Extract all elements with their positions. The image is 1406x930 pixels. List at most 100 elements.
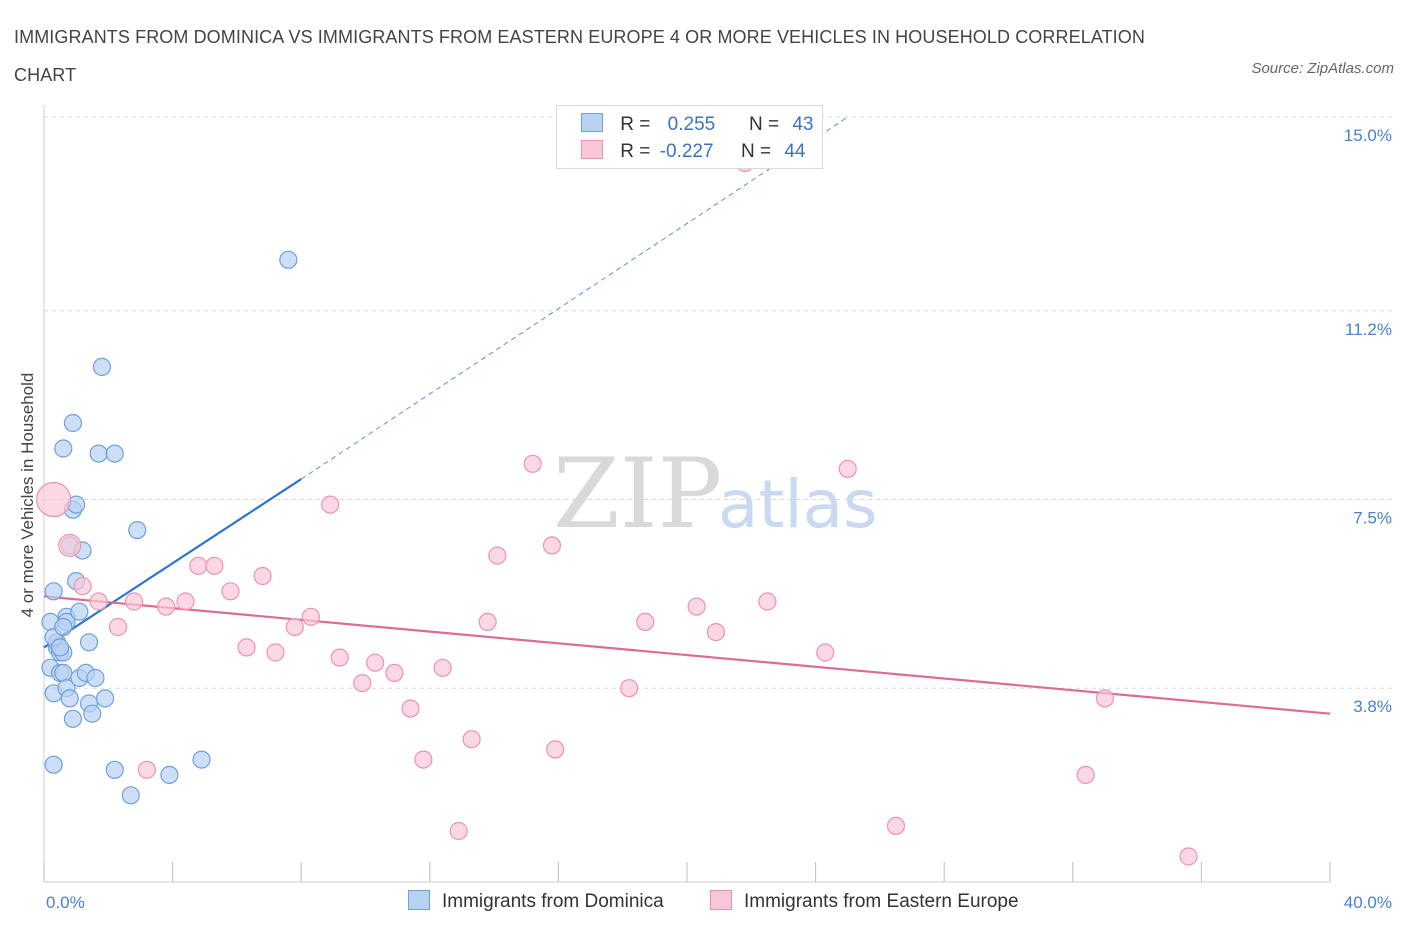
watermark: ZIP atlas [553,438,878,550]
point-eastern-europe [433,658,452,677]
legend-n-label: N = [748,114,780,135]
bottom-legend-dominica: Immigrants from Dominica [408,890,664,913]
point-eastern-europe [462,730,481,749]
y-tick-label: 15.0% [1344,126,1392,145]
chart-title: IMMIGRANTS FROM DOMINICA VS IMMIGRANTS F… [14,27,1145,85]
point-dominica [44,755,63,774]
legend-r-value: 0.255 [667,114,716,135]
point-dominica [89,444,108,463]
point-eastern-europe [706,622,726,642]
point-eastern-europe [449,821,468,841]
watermark-atlas: atlas [718,466,878,543]
point-eastern-europe [189,556,208,575]
point-dominica [60,689,79,708]
y-tick-labels: 3.8% 7.5% 11.2% 15.0% [1344,126,1392,716]
trend-lines [43,116,1331,715]
bottom-legend-eastern-europe: Immigrants from Eastern Europe [710,890,1019,913]
point-eastern-europe [478,612,497,632]
point-dominica [79,633,99,652]
point-eastern-europe [266,643,285,662]
point-eastern-europe [636,612,655,632]
legend-swatch-pink [581,140,603,159]
point-eastern-europe [36,481,72,518]
bottom-legend-swatch-blue [408,890,430,910]
point-eastern-europe [176,592,195,611]
trend-line-eastern-europe [43,595,1331,715]
bottom-legend-label: Immigrants from Eastern Europe [744,891,1019,912]
point-eastern-europe [73,577,92,596]
point-eastern-europe [838,459,857,478]
point-eastern-europe [488,546,507,565]
point-dominica [160,765,179,785]
legend-r-value: -0.227 [659,141,714,162]
point-dominica [192,750,211,769]
point-eastern-europe [1179,847,1198,866]
legend-n-label: N = [740,141,772,162]
point-eastern-europe [89,592,108,611]
point-eastern-europe [1076,765,1095,785]
point-eastern-europe [285,617,304,637]
point-dominica [44,582,63,601]
point-eastern-europe [321,495,340,514]
legend-r-label: R = [620,141,651,162]
point-eastern-europe [414,750,433,769]
bottom-legend-swatch-pink [710,890,732,910]
point-eastern-europe [237,638,256,657]
point-eastern-europe [108,617,128,637]
legend-row-dominica: R = 0.255 N = 43 [581,113,813,137]
correlation-legend: R = 0.255 N = 43 R = -0.227 N = 44 [556,105,823,169]
point-eastern-europe [58,533,82,558]
trend-line-dominica-extension [300,116,849,480]
point-dominica [279,250,298,269]
point-eastern-europe [620,679,639,698]
point-eastern-europe [523,454,542,473]
trend-line-dominica [43,478,302,649]
x-tick-labels: 0.0% 40.0% [46,893,1392,912]
point-eastern-europe [401,699,420,718]
point-dominica [128,520,147,540]
point-eastern-europe [886,816,906,836]
point-dominica [95,689,115,708]
point-dominica [83,704,102,723]
y-tick-label: 11.2% [1345,320,1392,339]
point-eastern-europe [253,566,272,586]
legend-n-value: 44 [784,141,806,162]
point-eastern-europe [205,556,224,575]
y-tick-label: 7.5% [1353,509,1392,528]
point-dominica [92,357,111,376]
x-tick-label: 40.0% [1344,893,1392,912]
legend-n-value: 43 [792,114,814,135]
grid-lines [44,116,1392,689]
point-dominica [63,413,83,433]
point-dominica [105,444,124,463]
source-label: Source: ZipAtlas.com [1251,60,1394,77]
point-eastern-europe [137,760,156,779]
watermark-zip: ZIP [553,438,722,550]
legend-swatch-blue [581,113,603,132]
point-eastern-europe [301,607,320,626]
point-dominica [50,638,70,657]
point-eastern-europe [758,592,777,611]
point-eastern-europe [366,653,385,672]
point-eastern-europe [157,597,176,616]
legend-r-label: R = [620,114,651,135]
point-eastern-europe [546,740,565,759]
point-dominica [86,668,105,688]
point-dominica [54,663,73,683]
point-eastern-europe [1095,689,1115,708]
bottom-legend-label: Immigrants from Dominica [442,891,664,912]
point-eastern-europe [330,648,349,667]
point-dominica [54,439,73,458]
point-eastern-europe [124,592,144,611]
point-eastern-europe [816,643,835,662]
point-eastern-europe [385,663,404,683]
data-points [36,153,1198,866]
point-eastern-europe [542,536,562,555]
point-dominica [105,760,124,779]
y-tick-label: 3.8% [1353,697,1392,716]
point-eastern-europe [221,582,240,601]
x-tick-label: 0.0% [46,893,85,912]
point-dominica [121,786,140,805]
point-eastern-europe [353,673,372,693]
